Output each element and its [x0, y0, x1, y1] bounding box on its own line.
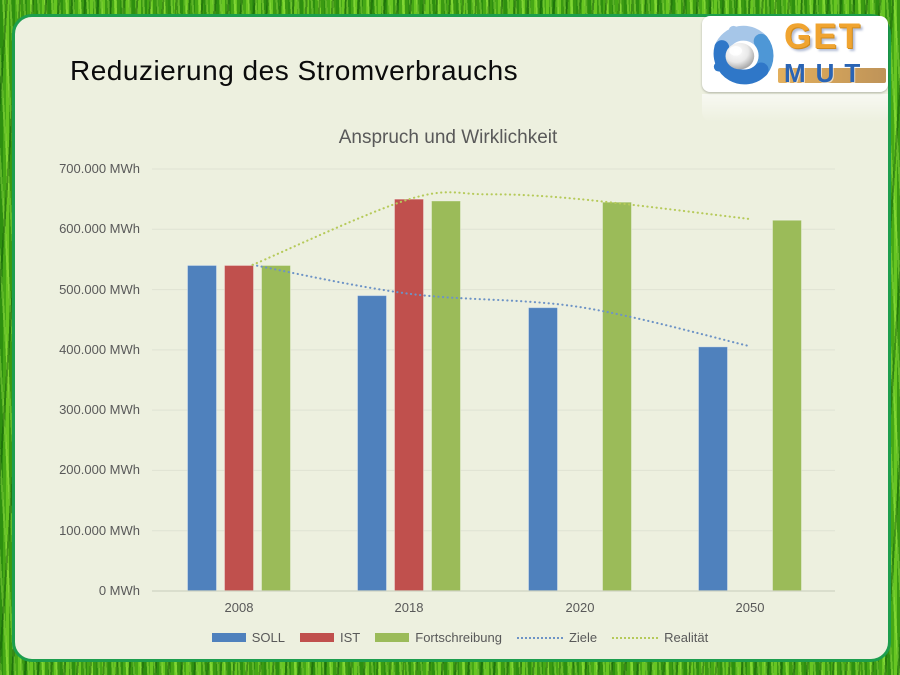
y-tick-label: 400.000 MWh — [59, 341, 140, 357]
legend-swatch-soll — [211, 633, 246, 642]
y-axis-tick-labels: 700.000 MWh 600.000 MWh 500.000 MWh 400.000… — [40, 0, 140, 675]
logo: GET MUT — [702, 16, 888, 92]
x-axis-label-2050: 2050 — [735, 600, 765, 615]
logo-text-get: GET — [784, 17, 862, 56]
legend-item-ziele: Ziele — [516, 630, 598, 645]
logo-text-mut: MUT — [784, 58, 871, 88]
legend-item-realitaet: Realität — [612, 630, 708, 645]
legend-item-fortschreibung: Fortschreibung — [375, 630, 502, 645]
legend-item-soll: SOLL — [211, 630, 286, 645]
logo-reflection — [702, 94, 888, 122]
y-tick-label: 600.000 MWh — [59, 221, 140, 237]
legend-label-soll: SOLL — [251, 630, 286, 645]
y-tick-label: 0 MWh — [98, 583, 140, 598]
logo-globe-puzzle-icon — [713, 25, 774, 85]
legend-label-ist: IST — [340, 630, 361, 645]
slide-title: Reduzierung des Stromverbrauchs — [70, 55, 519, 86]
legend-swatch-ist — [300, 633, 335, 642]
legend-swatch-fortschreibung — [375, 633, 410, 642]
legend-label-realitaet: Realität — [664, 630, 709, 645]
legend-label-fortschreibung: Fortschreibung — [415, 630, 502, 645]
chart-title: Anspruch und Wirklichkeit — [338, 127, 558, 148]
y-tick-label: 500.000 MWh — [59, 281, 140, 297]
legend-swatch-realitaet — [612, 636, 659, 639]
chart-legend: SOLL IST Fortschreibung Ziele Realität — [120, 630, 800, 645]
y-tick-label: 300.000 MWh — [59, 402, 140, 418]
logo-mut-bar — [778, 68, 886, 83]
y-tick-label: 700.000 MWh — [59, 161, 140, 176]
y-tick-label: 200.000 MWh — [59, 462, 140, 478]
y-tick-label: 100.000 MWh — [59, 522, 140, 538]
legend-swatch-ziele — [516, 636, 563, 639]
x-axis-label-2008: 2008 — [224, 600, 254, 615]
x-axis-label-2020: 2020 — [565, 600, 595, 615]
legend-label-ziele: Ziele — [568, 630, 598, 645]
legend-item-ist: IST — [300, 630, 360, 645]
x-axis-label-2018: 2018 — [394, 600, 424, 615]
